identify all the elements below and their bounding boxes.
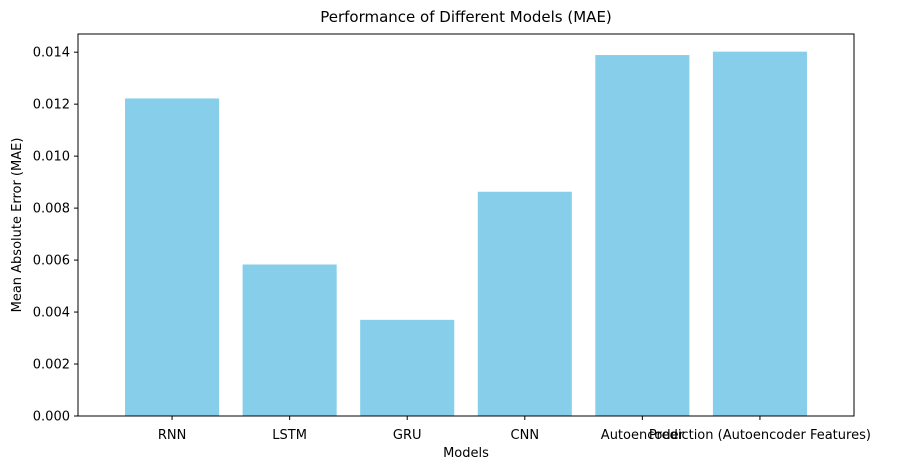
bar-prediction-autoencoder-features — [712, 51, 807, 417]
y-tick-label: 0.012 — [33, 98, 70, 113]
y-axis-ticks: 0.000 0.002 0.004 0.006 0.008 0.010 0.012 0.014 — [33, 46, 78, 425]
y-axis-label: Mean Absolute Error (MAE) — [10, 138, 25, 313]
x-tick-label: Prediction (Autoencoder Features) — [649, 428, 871, 443]
y-tick-label: 0.000 — [33, 410, 70, 425]
x-tick-label: GRU — [393, 428, 422, 443]
chart-title: Performance of Different Models (MAE) — [320, 8, 612, 26]
bar-lstm — [242, 264, 337, 416]
bar-cnn — [477, 191, 572, 416]
bar-gru — [360, 319, 455, 416]
bars-group — [125, 51, 807, 417]
y-tick-label: 0.006 — [33, 254, 70, 269]
x-tick-label: LSTM — [272, 428, 307, 443]
plot-frame — [77, 33, 855, 417]
x-tick-label: Autoencoder — [601, 428, 685, 443]
x-tick-label: CNN — [511, 428, 540, 443]
y-tick-label: 0.010 — [33, 150, 70, 165]
y-tick-label: 0.002 — [33, 358, 70, 373]
bar-rnn — [125, 98, 220, 416]
x-tick-label: RNN — [158, 428, 186, 443]
y-tick-label: 0.014 — [33, 46, 70, 61]
x-axis-label: Models — [443, 446, 489, 461]
y-tick-label: 0.008 — [33, 202, 70, 217]
bar-autoencoder — [595, 55, 690, 417]
y-tick-label: 0.004 — [33, 306, 70, 321]
